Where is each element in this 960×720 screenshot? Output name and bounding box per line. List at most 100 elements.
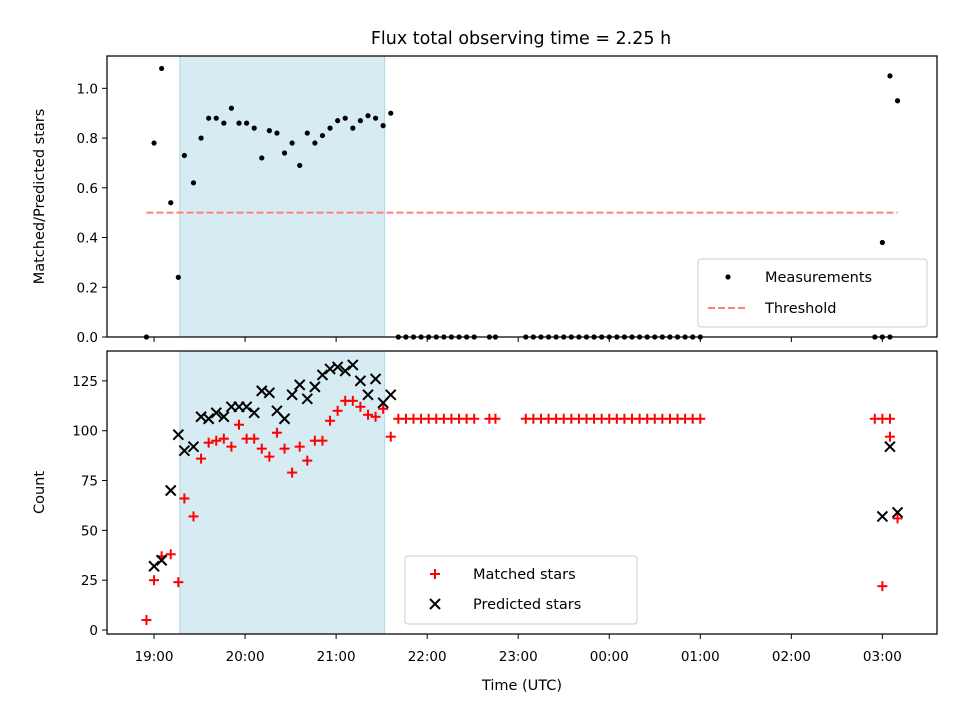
predicted-star-point [301,393,313,405]
count-axes-frame [106,350,938,635]
matched-star-point [249,433,260,444]
measurement-point [319,132,326,139]
measurement-point [372,115,379,121]
predicted-star-point [891,506,904,519]
matched-star-point [332,405,343,416]
y-tick-label: 50 [81,523,98,539]
legend-matched-marker [430,569,440,579]
matched-star-point [271,427,282,438]
matched-star-point [294,441,305,452]
predicted-star-point [178,444,191,457]
measurement-point [887,73,893,79]
matched-star-point [490,413,501,424]
legend-threshold-label: Threshold [764,301,836,317]
y-tick-label: 125 [72,374,98,390]
predicted-star-point [148,560,160,572]
measurement-point [190,180,197,186]
legend-measurement-label: Measurements [765,270,872,286]
predicted-star-point [339,365,351,377]
chart-title: Flux total observing time = 2.25 h [371,29,671,49]
shaded-region-bottom [179,350,386,635]
x-tick-label: 21:00 [317,649,356,665]
measurement-point [380,123,386,129]
x-tick-label: 02:00 [772,649,811,665]
y-tick-label: 0 [89,623,98,639]
measurement-point [312,140,318,146]
measurement-point [365,113,371,119]
matched-star-point [173,577,184,588]
measurement-point [879,239,885,246]
y-tick-label: 0.4 [77,231,98,247]
measurement-point [327,125,333,131]
matched-star-point [378,403,389,414]
legend-predicted-marker [429,598,441,610]
matched-star-point [179,493,190,504]
matched-star-point [287,467,298,478]
predicted-star-point [286,389,298,401]
matched-star-point [877,581,888,592]
x-tick-label: 03:00 [863,649,902,665]
count-marks [141,359,904,626]
measurement-point [151,140,157,146]
count-y-axis-label: Count [32,471,48,514]
matched-star-point [362,409,373,420]
matched-star-point [211,435,222,446]
predicted-star-point [165,484,177,497]
matched-star-point [385,431,396,442]
measurement-point [213,115,219,121]
shaded-region-top [179,55,386,338]
matched-star-point [469,413,480,424]
matched-star-point [279,443,290,454]
y-tick-label: 0.8 [77,131,98,147]
legend-frame [697,258,928,328]
predicted-star-point [347,359,359,371]
matched-star-point [203,437,214,448]
measurement-point [198,135,204,141]
x-tick-label: 01:00 [681,649,720,665]
predicted-star-point [248,407,260,419]
predicted-star-point [884,440,896,453]
count-legend: Matched stars Predicted stars [404,555,638,625]
measurement-point [181,152,187,159]
measurement-point [236,120,242,126]
measurement-point [335,118,341,124]
predicted-star-point [309,381,321,393]
matched-star-point [188,511,199,522]
matched-star-point [884,413,895,424]
predicted-star-point [876,510,889,523]
x-tick-label: 19:00 [135,649,174,665]
measurement-point [206,115,212,121]
measurement-point [228,105,235,111]
predicted-star-point [202,413,215,425]
measurement-point [175,274,181,280]
y-tick-label: 75 [81,474,98,490]
predicted-star-point [218,411,230,423]
matched-star-point [196,453,207,464]
matched-star-point [695,413,706,424]
predicted-star-point [278,413,291,425]
predicted-star-point [362,389,374,401]
x-tick-label: 22:00 [408,649,447,665]
ratio-axes-frame [106,55,938,338]
measurement-point [159,65,165,72]
predicted-star-point [240,401,253,413]
matched-star-point [256,443,267,454]
measurement-point [281,150,288,156]
matched-star-point [347,395,358,406]
legend-frame [404,555,638,625]
matched-star-point [218,433,229,444]
x-tick-label: 00:00 [590,649,629,665]
count-y-ticks: 0 25 50 75 100 125 [72,374,107,639]
predicted-star-point [354,375,367,387]
y-tick-label: 100 [72,424,98,440]
matched-star-point [317,435,328,446]
legend-measurement-marker [725,274,731,280]
matched-star-point [141,615,152,626]
y-tick-label: 0.6 [77,181,98,197]
ratio-panel: 0.0 0.2 0.4 0.6 0.8 1.0 Matched/Predicted sta… [32,55,938,346]
matched-star-point [149,575,160,586]
matched-star-point [264,451,275,462]
measurement-point [168,200,174,206]
measurement-point [388,110,394,116]
